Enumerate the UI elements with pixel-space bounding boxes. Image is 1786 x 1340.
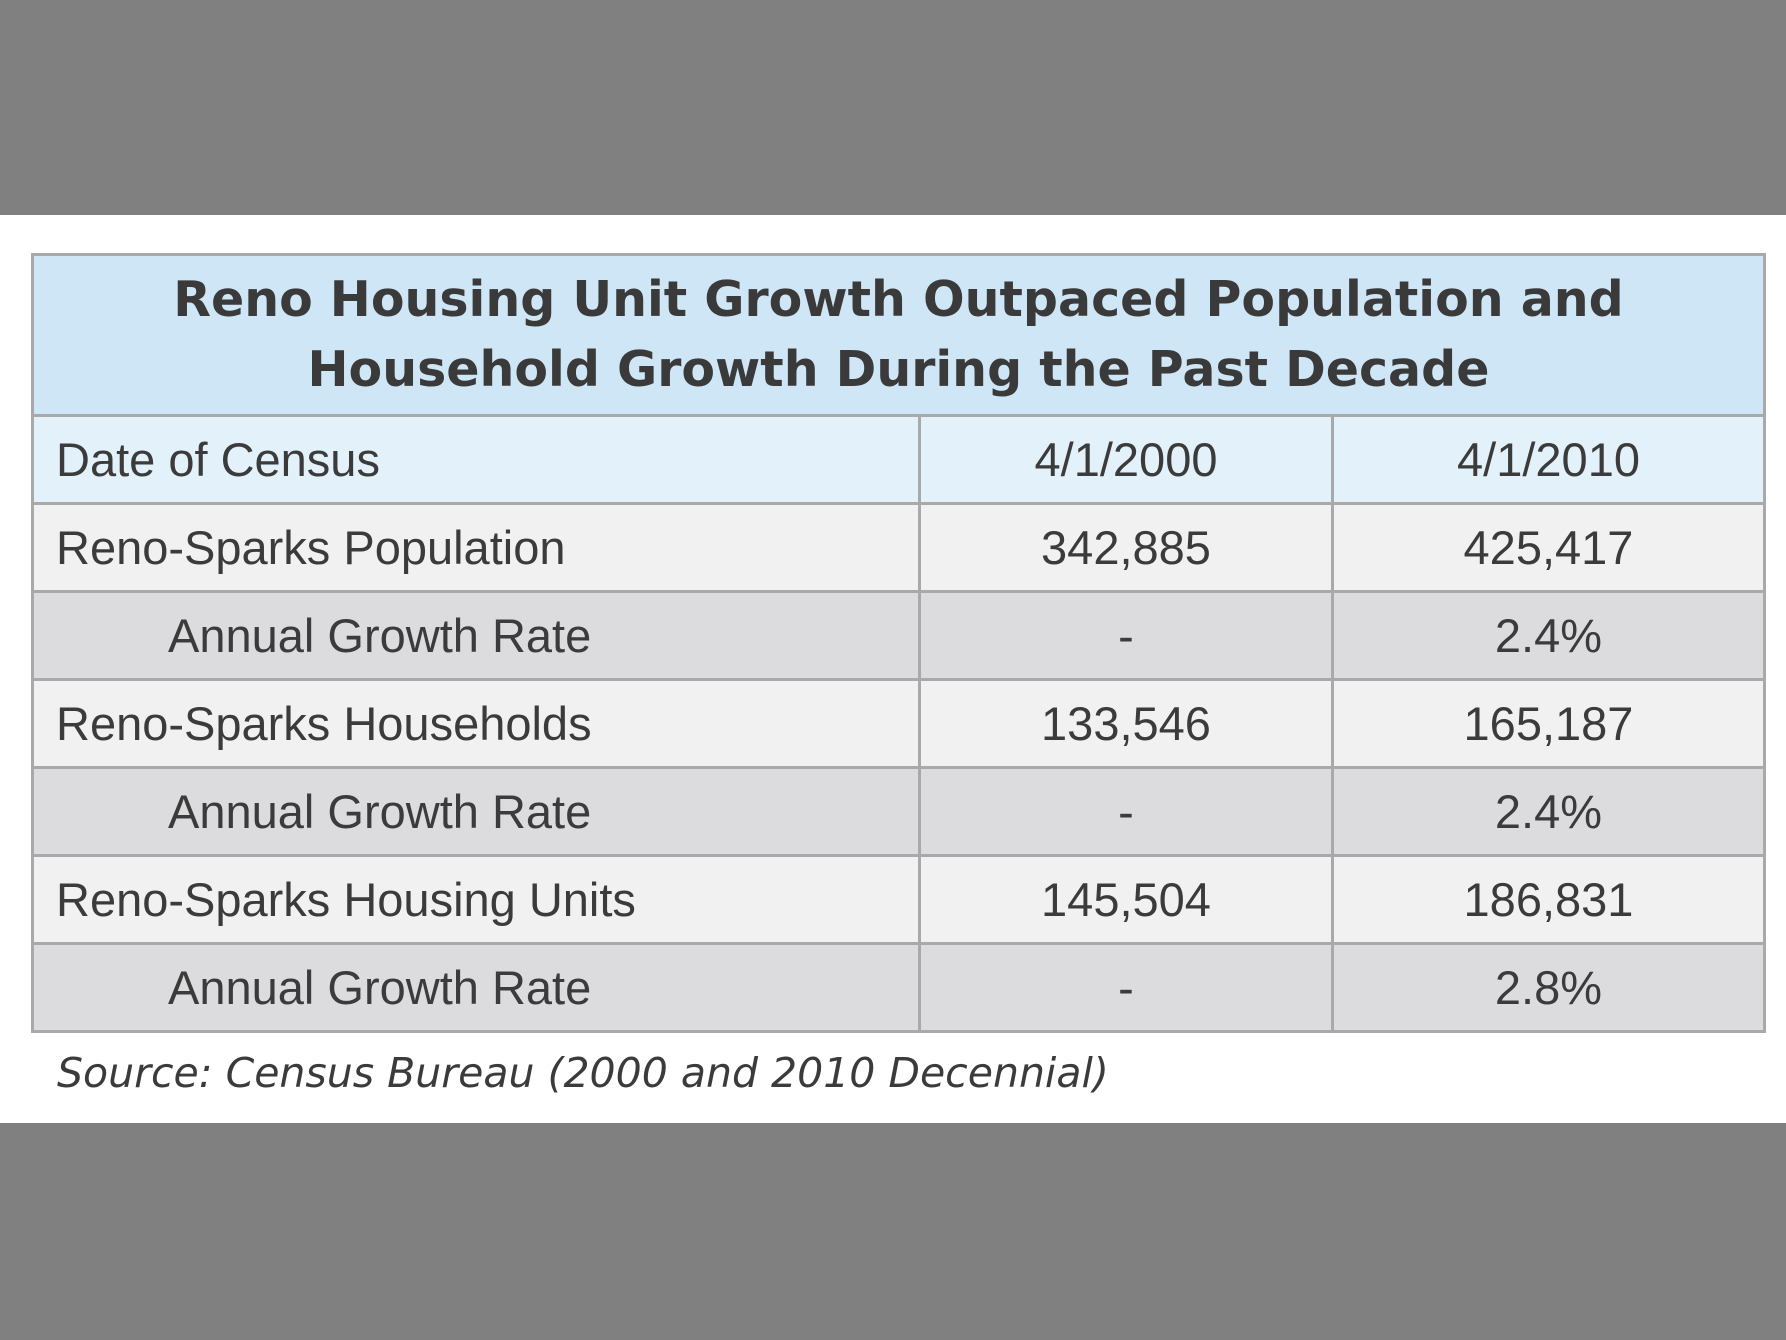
table-row: Annual Growth Rate - 2.4% <box>34 769 1763 857</box>
table-title: Reno Housing Unit Growth Outpaced Popula… <box>173 271 1624 398</box>
header-row: Date of Census 4/1/2000 4/1/2010 <box>34 417 1763 505</box>
value-2000: 145,504 <box>921 857 1334 942</box>
value-2010: 186,831 <box>1463 873 1634 926</box>
row-label: Reno-Sparks Households <box>34 681 921 766</box>
census-table: Reno Housing Unit Growth Outpaced Popula… <box>31 253 1766 1033</box>
header-cell-2000: 4/1/2000 <box>921 417 1334 502</box>
value-2000: - <box>921 593 1334 678</box>
row-label: Annual Growth Rate <box>34 945 921 1030</box>
value-2010: 2.8% <box>1494 961 1603 1014</box>
table-row: Reno-Sparks Housing Units 145,504 186,83… <box>34 857 1763 945</box>
figure-panel: Reno Housing Unit Growth Outpaced Popula… <box>0 215 1786 1123</box>
row-label: Reno-Sparks Population <box>34 505 921 590</box>
value-2000: - <box>921 945 1334 1030</box>
value-2000: - <box>921 769 1334 854</box>
row-label: Reno-Sparks Housing Units <box>34 857 921 942</box>
table-row: Reno-Sparks Households 133,546 165,187 <box>34 681 1763 769</box>
value-2010: 165,187 <box>1463 697 1634 750</box>
row-label: Annual Growth Rate <box>34 593 921 678</box>
table-title-row: Reno Housing Unit Growth Outpaced Popula… <box>34 256 1763 417</box>
table-row: Reno-Sparks Population 342,885 425,417 <box>34 505 1763 593</box>
table-row: Annual Growth Rate - 2.8% <box>34 945 1763 1030</box>
row-label: Annual Growth Rate <box>34 769 921 854</box>
header-cell-2010: 4/1/2010 <box>1457 433 1640 486</box>
table-row: Annual Growth Rate - 2.4% <box>34 593 1763 681</box>
source-note: Source: Census Bureau (2000 and 2010 Dec… <box>57 1049 1109 1097</box>
value-2000: 133,546 <box>921 681 1334 766</box>
value-2010: 425,417 <box>1463 521 1634 574</box>
header-cell-label: Date of Census <box>34 417 921 502</box>
value-2010: 2.4% <box>1494 785 1603 838</box>
value-2010: 2.4% <box>1494 609 1603 662</box>
value-2000: 342,885 <box>921 505 1334 590</box>
